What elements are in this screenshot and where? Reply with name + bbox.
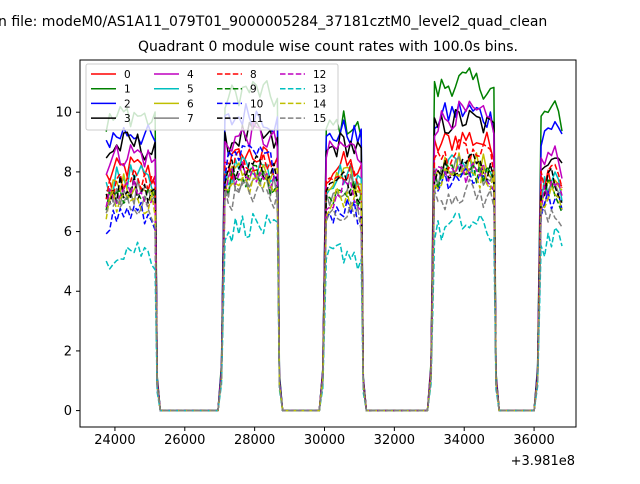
x-tick-label: 34000 [444,433,485,448]
y-tick-label: 8 [64,165,72,180]
legend-label-6: 6 [187,98,194,110]
y-tick-label: 6 [64,225,72,240]
series-line-11 [105,152,563,412]
legend-label-12: 12 [313,69,326,81]
series-line-8 [105,138,563,412]
series-line-0 [105,131,563,412]
x-tick-label: 26000 [164,433,205,448]
y-tick-label: 2 [64,344,72,359]
legend-label-2: 2 [124,98,131,110]
x-tick-label: 32000 [374,433,415,448]
legend-label-15: 15 [313,113,326,125]
legend-label-13: 13 [313,84,326,96]
series-line-7 [105,156,563,412]
legend-label-1: 1 [124,84,131,96]
legend-label-3: 3 [124,113,131,125]
plot-area [105,67,563,412]
x-tick-label: 24000 [94,433,135,448]
legend-label-0: 0 [124,69,131,81]
series-line-2 [105,101,563,412]
x-tick-label: 28000 [234,433,275,448]
legend-label-8: 8 [250,69,257,81]
axes-frame [79,59,577,428]
legend-label-9: 9 [250,84,257,96]
y-tick-label: 0 [64,404,72,419]
series-line-13 [105,212,563,412]
series-line-15 [105,178,563,412]
series-line-6 [105,152,563,412]
series-line-4 [105,100,563,412]
series-line-10 [105,144,563,412]
series-line-9 [105,161,563,412]
legend-label-11: 11 [250,113,263,125]
x-offset-label: +3.981e8 [511,454,575,469]
figure-title: n file: modeM0/AS1A11_079T01_9000005284_… [0,14,547,30]
axes: 24000 26000 28000 30000 32000 34000 36000 0 2 4 6 8… [55,59,577,469]
series-line-14 [105,165,563,412]
y-tick-label: 10 [55,106,72,121]
y-tick-label: 4 [64,285,72,300]
legend-label-7: 7 [187,113,194,125]
legend-label-4: 4 [187,69,194,81]
legend-label-10: 10 [250,98,263,110]
legend-label-14: 14 [313,98,327,110]
x-tick-label: 30000 [304,433,345,448]
legend-label-5: 5 [187,84,194,96]
x-tick-label: 36000 [513,433,554,448]
legend-box [85,63,339,131]
chart-title: Quadrant 0 module wise count rates with … [138,39,518,55]
